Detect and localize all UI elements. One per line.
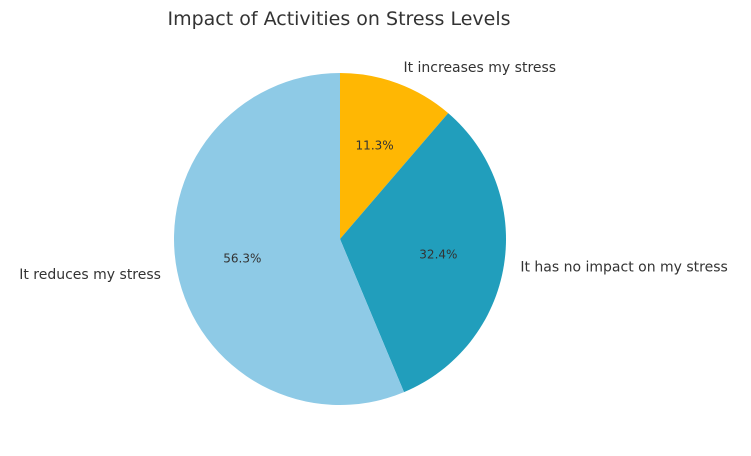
- slice-label-it-has-no-impact-on-my-stress: It has no impact on my stress: [520, 260, 727, 276]
- pct-label-it-reduces-my-stress: 56.3%: [223, 252, 261, 266]
- pie-slice-it-has-no-impact-on-my-stress: [340, 113, 507, 393]
- pct-label-it-increases-my-stress: 11.3%: [356, 139, 394, 153]
- pie-slice-it-increases-my-stress: [340, 73, 449, 239]
- pct-label-it-has-no-impact-on-my-stress: 32.4%: [419, 248, 457, 262]
- pie-slice-it-reduces-my-stress: [173, 73, 405, 405]
- slice-labels: It increases my stress It has no impact o…: [19, 60, 728, 283]
- chart-title: Impact of Activities on Stress Levels: [167, 8, 510, 30]
- slice-label-it-increases-my-stress: It increases my stress: [403, 60, 556, 76]
- percentage-labels: 11.3% 32.4% 56.3%: [223, 139, 457, 266]
- slice-label-it-reduces-my-stress: It reduces my stress: [19, 267, 161, 283]
- pie-slices: [173, 73, 507, 405]
